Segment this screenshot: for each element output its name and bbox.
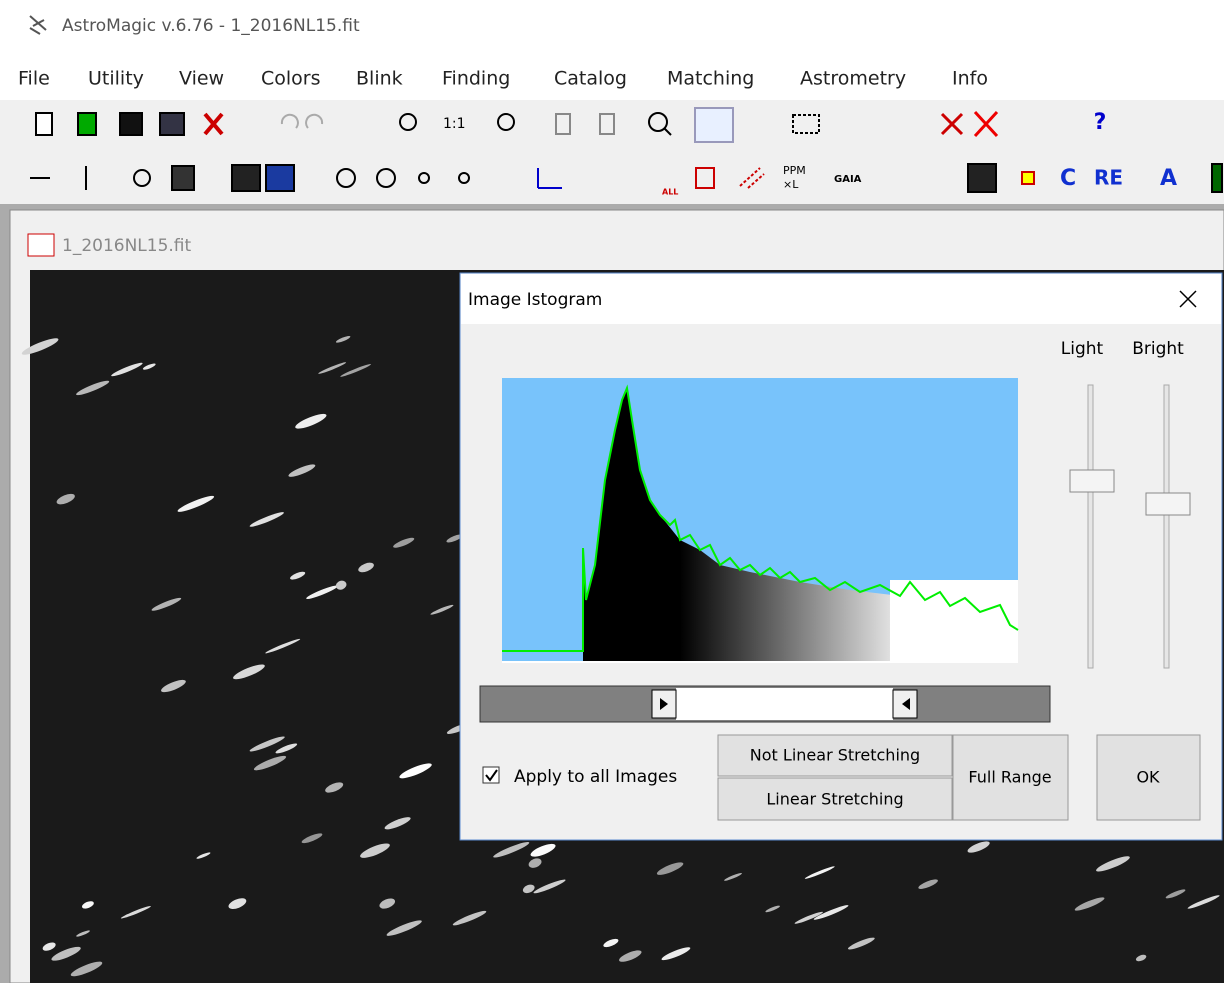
toolbar-label: A <box>1160 166 1177 191</box>
slider-track[interactable] <box>1088 385 1093 668</box>
button-label[interactable]: Not Linear Stretching <box>750 746 920 765</box>
checkbox-label[interactable]: Apply to all Images <box>514 767 677 787</box>
range-selection[interactable] <box>676 688 893 720</box>
menu-item[interactable]: Colors <box>261 68 321 90</box>
slider-thumb[interactable] <box>1146 493 1190 515</box>
menu-item[interactable]: Matching <box>667 68 754 90</box>
page: {"window":{"title":"AstroMagic v.6.76 - … <box>0 0 1224 983</box>
menu-item[interactable]: View <box>179 68 224 90</box>
menu-item[interactable]: Utility <box>88 68 144 90</box>
window-title: AstroMagic v.6.76 - 1_2016NL15.fit <box>62 16 360 36</box>
toolbar-label: ×L <box>783 178 799 191</box>
toolbar-label: PPM <box>783 164 806 177</box>
slider-track[interactable] <box>1164 385 1169 668</box>
menu-item[interactable]: Finding <box>442 68 510 90</box>
menu-bar: File Utility View Colors Blink Finding Catalog… <box>18 68 988 90</box>
slider-label: Bright <box>1132 339 1184 359</box>
menu-item[interactable]: Astrometry <box>800 68 906 90</box>
toolbar-label: C <box>1060 166 1076 191</box>
slider-label: Light <box>1061 339 1104 359</box>
menu-item[interactable]: File <box>18 68 50 90</box>
menu-item[interactable]: Blink <box>356 68 403 90</box>
toolbar-label: GAIA <box>834 174 862 185</box>
toolbar-label: RE <box>1094 166 1123 190</box>
screen: AstroMagic v.6.76 - 1_2016NL15.fit File U… <box>0 0 1224 983</box>
dialog-title: Image Istogram <box>468 290 602 310</box>
child-title: 1_2016NL15.fit <box>62 236 192 256</box>
child-icon <box>28 234 54 256</box>
slider-thumb[interactable] <box>1070 470 1114 492</box>
menu-item[interactable]: Info <box>952 68 988 90</box>
menu-item[interactable]: Catalog <box>554 68 627 90</box>
button-label[interactable]: OK <box>1136 768 1160 787</box>
help-button[interactable]: ? <box>1094 110 1107 135</box>
button-label[interactable]: Full Range <box>968 768 1051 787</box>
button-label[interactable]: Linear Stretching <box>766 790 903 809</box>
toolbar-label: ALL <box>662 188 678 197</box>
checkbox[interactable] <box>483 767 499 783</box>
toolbar-label: 1:1 <box>443 116 466 132</box>
